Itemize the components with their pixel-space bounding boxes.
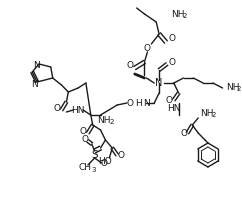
Text: 3: 3: [92, 167, 96, 173]
Text: O: O: [168, 58, 175, 66]
Text: O: O: [126, 99, 133, 107]
Text: NH: NH: [227, 83, 240, 92]
Text: O: O: [79, 127, 86, 137]
Text: HN: HN: [71, 106, 85, 115]
Text: O: O: [53, 104, 60, 112]
Text: H: H: [135, 99, 142, 107]
Text: O: O: [126, 61, 133, 69]
Text: 2: 2: [109, 119, 114, 125]
Text: O: O: [144, 43, 151, 53]
Text: NH: NH: [171, 9, 184, 19]
Text: S: S: [91, 150, 98, 160]
Text: O: O: [168, 34, 175, 42]
Text: O: O: [180, 128, 187, 138]
Text: 2: 2: [236, 86, 241, 92]
Text: CH: CH: [78, 164, 91, 173]
Text: N: N: [33, 61, 39, 69]
Text: N: N: [31, 80, 38, 88]
Text: HO: HO: [98, 157, 112, 166]
Text: 2: 2: [182, 13, 187, 19]
Text: NH: NH: [98, 115, 111, 124]
Text: HN: HN: [167, 104, 181, 112]
Text: O: O: [81, 134, 88, 143]
Text: O: O: [101, 158, 108, 168]
Text: 2: 2: [212, 112, 216, 118]
Text: N: N: [143, 99, 150, 107]
Text: O: O: [118, 150, 125, 160]
Text: O: O: [165, 96, 172, 104]
Text: NH: NH: [200, 108, 214, 118]
Text: N: N: [155, 78, 163, 88]
